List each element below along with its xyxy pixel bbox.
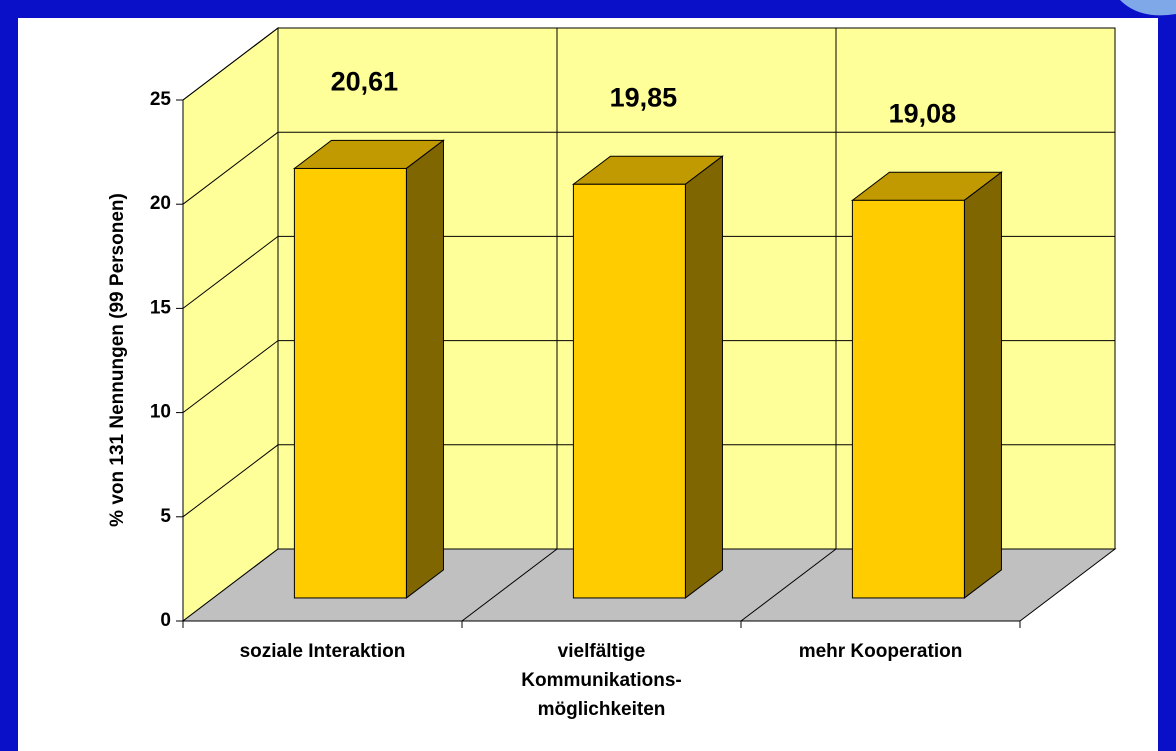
side-wall [182, 26, 279, 623]
grid-line [182, 444, 279, 518]
y-tick-label: 20 [150, 193, 171, 214]
y-tick-label: 15 [150, 297, 172, 318]
y-tick-label: 10 [150, 402, 171, 423]
y-tick-label: 0 [160, 610, 171, 631]
x-tick-label: mehr Kooperation [798, 641, 963, 662]
grid-line [182, 27, 279, 101]
bar [293, 167, 407, 599]
y-tick-label: 25 [150, 89, 172, 110]
value-label: 19,85 [610, 82, 678, 112]
grid-line [182, 131, 279, 205]
grid-line [182, 340, 279, 413]
bar-side [405, 139, 444, 599]
corner-decoration [1120, 0, 1176, 16]
value-label: 20,61 [331, 67, 399, 97]
bar [851, 199, 965, 599]
x-tick-label: soziale Interaktion [239, 641, 406, 662]
y-tick-label: 5 [160, 506, 171, 527]
bar [572, 183, 686, 599]
value-label: 19,08 [889, 98, 957, 128]
y-axis-label: % von 131 Nennungen (99 Personen) [107, 193, 128, 527]
bar-side [684, 155, 723, 599]
x-tick-label: vielfältige Kommunikations- möglichkeite… [521, 641, 682, 720]
floor-divider [740, 548, 837, 622]
grid-line [182, 236, 279, 309]
floor-divider [461, 548, 558, 622]
bar-side [963, 171, 1002, 599]
